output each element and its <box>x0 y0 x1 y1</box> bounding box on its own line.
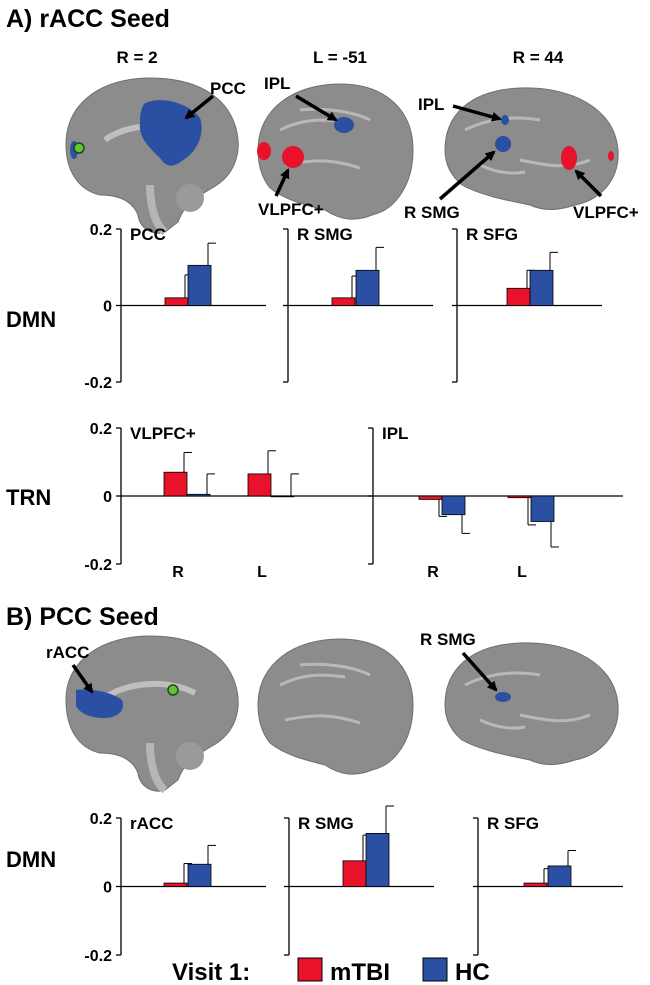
chart-title: rACC <box>130 814 173 833</box>
panel-a-title: A) rACC Seed <box>6 5 170 33</box>
brain-label-rsmg-b: R SMG <box>420 630 476 649</box>
bar-mtbi <box>164 297 189 306</box>
chart-3: R SFG <box>452 225 602 383</box>
brain-label-vlpfc-right: VLPFC+ <box>573 203 639 222</box>
arrow-vlpfc-left <box>274 168 290 197</box>
bar-mtbi <box>163 882 188 887</box>
arrow-vlpfc-right <box>574 169 603 198</box>
brain-medial-a <box>65 77 239 236</box>
legend-swatch-hc <box>422 957 448 982</box>
legend-prefix: Visit 1: <box>172 959 250 985</box>
category-label: R <box>427 564 439 581</box>
y-tick-label: 0.2 <box>90 421 112 438</box>
chart-1: 0.2 0 -0.2 PCC <box>84 222 266 392</box>
brain-label-racc: rACC <box>46 643 89 662</box>
legend-label-mtbi: mTBI <box>330 959 390 985</box>
bar-hc <box>186 493 211 497</box>
bar-hc <box>530 495 555 522</box>
chart-title: R SMG <box>298 814 354 833</box>
bar-mtbi <box>331 297 356 306</box>
y-tick-label: 0 <box>103 880 112 897</box>
bar-hc <box>365 833 390 887</box>
y-tick-label: -0.2 <box>84 375 112 392</box>
brain-right-b <box>444 642 619 765</box>
bar-mtbi <box>507 495 532 499</box>
chart-7: R SMG <box>284 805 434 956</box>
arrow-pcc <box>184 94 215 120</box>
panel-b-title: B) PCC Seed <box>6 603 159 631</box>
chart-title: R SMG <box>297 225 353 244</box>
chart-2: R SMG <box>283 225 433 383</box>
brain-label-ipl-left: IPL <box>264 74 290 93</box>
chart-title: PCC <box>130 225 166 244</box>
coord-label-3: R = 44 <box>513 48 564 67</box>
category-label: R <box>172 564 184 581</box>
y-tick-label: 0.2 <box>90 811 112 828</box>
brain-right-a <box>444 87 619 210</box>
bar-mtbi <box>247 473 272 497</box>
legend-label-hc: HC <box>455 959 490 985</box>
chart-title: VLPFC+ <box>130 424 196 443</box>
brain-label-ipl-right: IPL <box>418 95 444 114</box>
seed-marker-b <box>167 684 179 696</box>
bar-hc <box>547 865 572 887</box>
brain-label-pcc: PCC <box>210 79 246 98</box>
bar-hc <box>187 863 212 887</box>
chart-4: 0.2 0 -0.2 VLPFC+ R L <box>84 421 371 581</box>
chart-title: R SFG <box>487 814 539 833</box>
category-label: L <box>257 564 267 581</box>
chart-title: R SFG <box>466 225 518 244</box>
chart-title: IPL <box>382 424 408 443</box>
arrow-ipl-right <box>452 104 502 122</box>
arrow-rsmg-a <box>438 150 496 201</box>
arrow-ipl-left <box>295 94 338 122</box>
arrow-racc <box>71 663 94 694</box>
brain-label-vlpfc-left: VLPFC+ <box>258 200 324 219</box>
row-label-dmn-b: DMN <box>6 847 56 872</box>
bar-hc <box>187 264 212 306</box>
bar-hc <box>441 495 466 516</box>
row-label-trn-a: TRN <box>6 485 51 510</box>
chart-6: 0.2 0 -0.2 rACC <box>84 811 266 965</box>
bar-mtbi <box>523 882 548 887</box>
brain-left-b <box>257 638 414 775</box>
bar-mtbi <box>506 287 531 306</box>
chart-8: R SFG <box>473 814 623 956</box>
bar-hc <box>355 269 380 306</box>
coord-label-1: R = 2 <box>116 48 157 67</box>
bar-mtbi <box>163 471 188 497</box>
y-tick-label: 0 <box>103 489 112 506</box>
bar-hc <box>529 269 554 306</box>
row-label-dmn-a: DMN <box>6 307 56 332</box>
y-tick-label: 0.2 <box>90 222 112 239</box>
legend-swatch-mtbi <box>297 957 323 982</box>
y-tick-label: -0.2 <box>84 557 112 574</box>
coord-label-2: L = -51 <box>313 48 367 67</box>
bar-mtbi <box>418 495 443 500</box>
y-tick-label: 0 <box>103 299 112 316</box>
bar-hc <box>270 495 295 498</box>
chart-5: IPL R L <box>368 424 623 581</box>
brain-label-rsmg-a: R SMG <box>404 203 460 222</box>
arrow-rsmg-b <box>461 651 498 692</box>
y-tick-label: -0.2 <box>84 948 112 965</box>
bar-mtbi <box>342 860 367 887</box>
legend: Visit 1: mTBI HC <box>172 957 490 985</box>
brain-medial-b <box>65 635 239 794</box>
seed-marker <box>73 142 85 154</box>
category-label: L <box>517 564 527 581</box>
brain-left-a <box>257 83 414 220</box>
